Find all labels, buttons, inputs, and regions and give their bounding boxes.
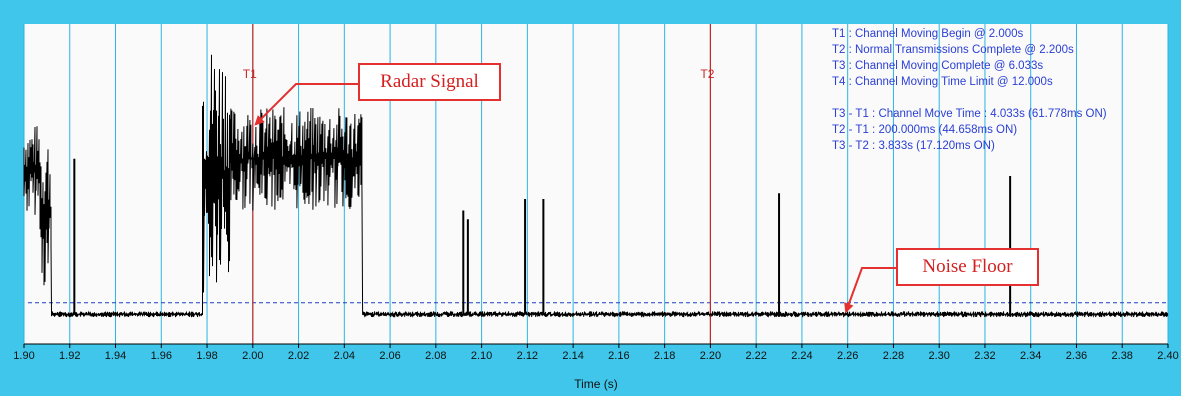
x-axis-ticks: 1.90 1.92 1.94 1.96 1.98 2.00 2.02 2.04 2.06 2.08… xyxy=(13,344,1179,362)
x-tick-label: 2.34 xyxy=(1020,350,1041,362)
timing-info-line: T3 - T2 : 3.833s (17.120ms ON) xyxy=(832,140,995,152)
signal-trace xyxy=(23,54,1169,318)
x-tick-label: 2.22 xyxy=(745,350,766,362)
x-tick-label: 2.20 xyxy=(700,350,721,362)
x-tick-label: 1.90 xyxy=(13,350,34,362)
x-tick-label: 2.18 xyxy=(654,350,675,362)
x-tick-label: 2.28 xyxy=(883,350,904,362)
x-tick-label: 2.16 xyxy=(608,350,629,362)
x-tick-label: 1.92 xyxy=(59,350,80,362)
plot-area xyxy=(24,24,1168,344)
marker-label-t1: T1 xyxy=(243,67,257,81)
x-tick-label: 2.04 xyxy=(334,350,355,362)
x-tick-label: 2.12 xyxy=(517,350,538,362)
x-tick-label: 2.08 xyxy=(425,350,446,362)
timing-info-line: T3 : Channel Moving Complete @ 6.033s xyxy=(832,60,1043,72)
timing-info-line: T2 - T1 : 200.000ms (44.658ms ON) xyxy=(832,124,1017,136)
x-tick-label: 1.96 xyxy=(151,350,172,362)
signal-spikes xyxy=(73,158,1012,315)
x-tick-label: 2.32 xyxy=(974,350,995,362)
callout-arrow xyxy=(844,267,896,314)
x-tick-label: 2.38 xyxy=(1112,350,1133,362)
marker-label-t2: T2 xyxy=(700,67,714,81)
x-tick-label: 2.14 xyxy=(562,350,583,362)
timing-info-line: T2 : Normal Transmissions Complete @ 2.2… xyxy=(832,44,1074,56)
x-axis-title: Time (s) xyxy=(574,377,618,391)
callout-arrows xyxy=(254,83,896,314)
timing-info-panel: T1 : Channel Moving Begin @ 2.000s T2 : N… xyxy=(832,28,1107,152)
x-tick-label: 2.00 xyxy=(242,350,263,362)
x-tick-label: 2.30 xyxy=(928,350,949,362)
timing-info-line: T4 : Channel Moving Time Limit @ 12.000s xyxy=(832,76,1053,88)
x-tick-label: 1.98 xyxy=(196,350,217,362)
x-tick-label: 2.10 xyxy=(471,350,492,362)
x-tick-label: 2.02 xyxy=(288,350,309,362)
timing-info-line: T1 : Channel Moving Begin @ 2.000s xyxy=(832,28,1024,40)
x-tick-label: 1.94 xyxy=(105,350,126,362)
radar-signal-callout: Radar Signal xyxy=(358,63,501,101)
x-tick-label: 2.26 xyxy=(837,350,858,362)
x-tick-label: 2.40 xyxy=(1157,350,1178,362)
x-tick-label: 2.06 xyxy=(379,350,400,362)
x-tick-label: 2.24 xyxy=(791,350,812,362)
timing-info-line: T3 - T1 : Channel Move Time : 4.033s (61… xyxy=(832,108,1107,120)
callout-arrow xyxy=(254,83,358,126)
x-tick-label: 2.36 xyxy=(1066,350,1087,362)
noise-floor-callout: Noise Floor xyxy=(896,248,1039,286)
